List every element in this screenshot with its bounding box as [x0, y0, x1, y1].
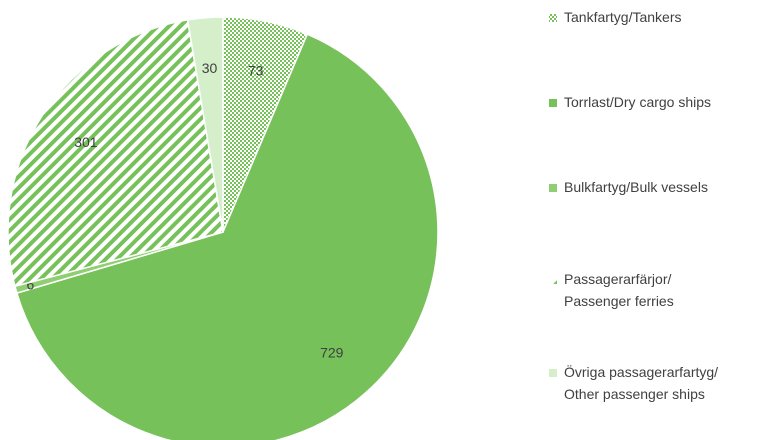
data-label: 301 — [74, 134, 98, 150]
legend-swatch — [549, 184, 557, 192]
pie-slice — [7, 19, 224, 288]
legend-swatch — [549, 276, 557, 284]
legend-label: Övriga passagerarfartyg/Other passenger … — [564, 363, 718, 402]
legend-label: Bulkfartyg/Bulk vessels — [564, 179, 708, 195]
data-label: 30 — [202, 60, 218, 76]
legend-label: Torrlast/Dry cargo ships — [564, 94, 711, 110]
data-label: 729 — [320, 345, 344, 361]
pie-slice — [15, 33, 439, 440]
legend-swatch — [549, 99, 557, 107]
pie-slice — [186, 16, 224, 233]
legend-label: Tankfartyg/Tankers — [564, 9, 682, 25]
legend-swatch — [549, 369, 557, 377]
legend-label: Passagerarfärjor/Passenger ferries — [564, 271, 674, 309]
data-label: 73 — [248, 63, 264, 79]
legend-swatch — [549, 14, 557, 22]
data-label: 6 — [26, 276, 34, 292]
